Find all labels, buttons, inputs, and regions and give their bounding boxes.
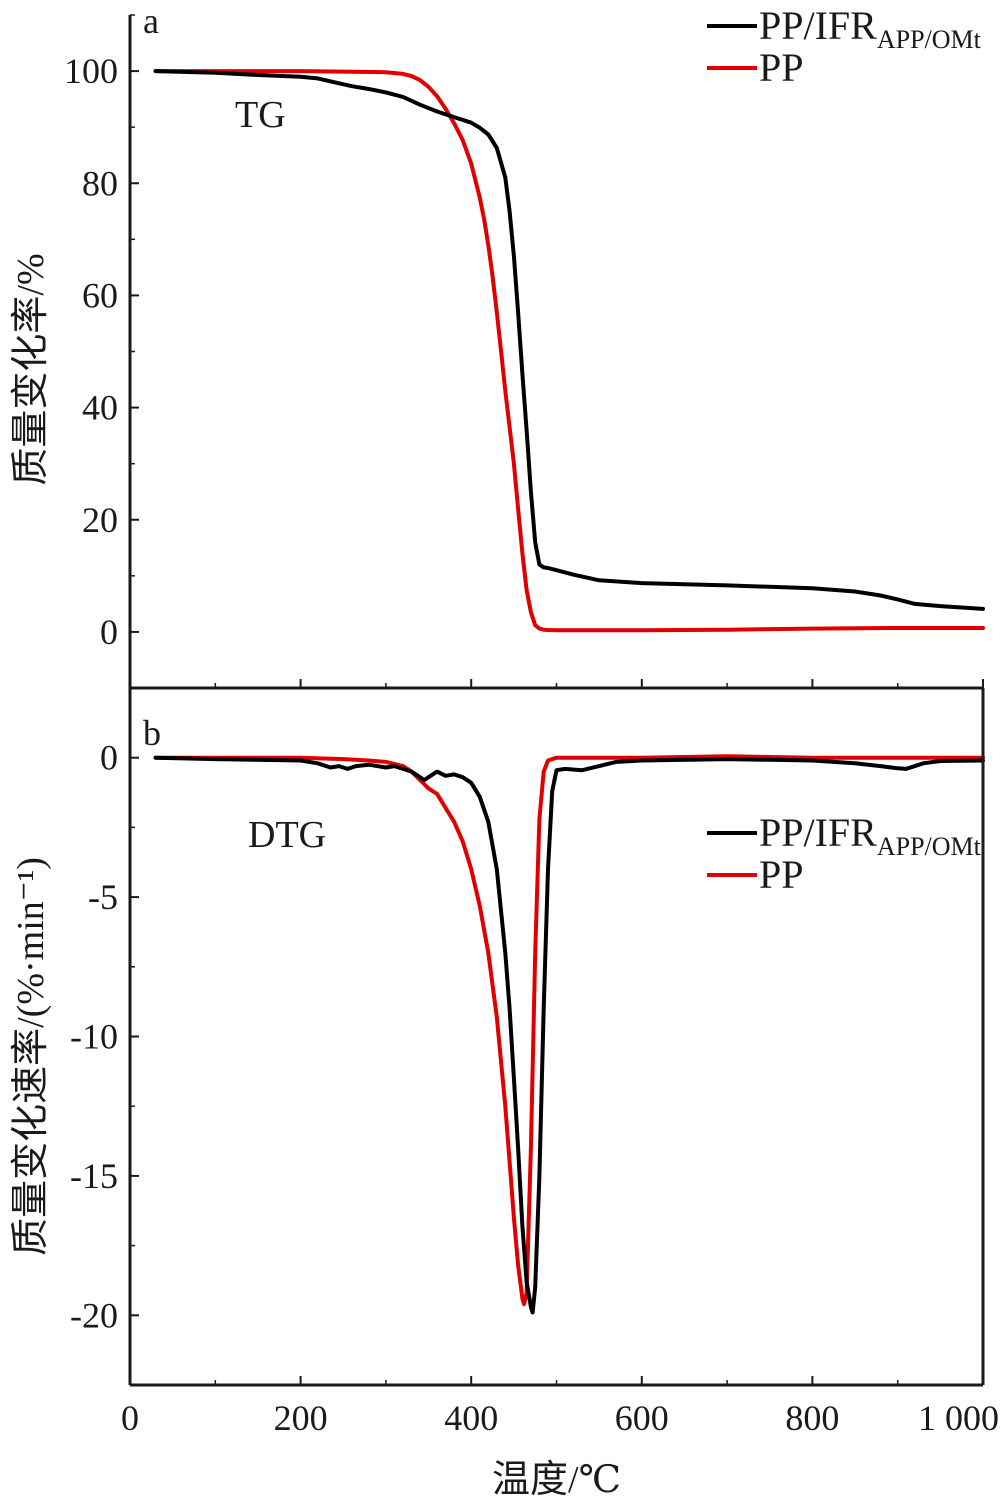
y-tick-label: 100 [64,51,118,91]
y-axis-title: 质量变化率/% [10,253,52,485]
panel-label: a [143,1,159,41]
legend-label: PP/IFRAPP/OMt [759,3,982,54]
curve-label: DTG [248,814,326,856]
series-line-tg-pp-ifr [153,69,985,611]
y-tick-label: -5 [88,877,118,917]
y-axis-title: 质量变化速率/(%·min⁻¹) [10,857,52,1256]
x-tick-label: 400 [444,1398,498,1438]
series-line-tg-pp [153,69,985,633]
y-tick-label: 20 [82,500,118,540]
x-tick-label: 200 [274,1398,328,1438]
series-line-dtg-pp-ifr [153,755,985,1315]
y-tick-label: -10 [70,1017,118,1057]
x-tick-label: 600 [615,1398,669,1438]
curve-label: TG [235,94,286,136]
x-tick-label: 800 [785,1398,839,1438]
y-tick-label: -20 [70,1295,118,1335]
y-tick-label: 40 [82,388,118,428]
y-tick-label: 0 [100,612,118,652]
panel-label: b [143,713,161,753]
dtg-panel: 0 -5 -10 -15 -20 0 200 400 600 800 1 000 质量变化速率/(%·… [10,687,999,1501]
series-line-dtg-pp [153,754,985,1307]
legend-label: PP [759,852,804,897]
y-tick-label: 80 [82,163,118,203]
y-tick-label: 0 [100,738,118,778]
x-tick-label: 1 000 [918,1398,999,1438]
y-tick-label: -15 [70,1156,118,1196]
legend-label: PP/IFRAPP/OMt [759,810,982,861]
x-axis-title: 温度/℃ [492,1459,621,1501]
x-tick-label: 0 [121,1398,139,1438]
figure-frame [128,15,985,1387]
y-tick-label: 60 [82,275,118,315]
legend-label: PP [759,45,804,90]
